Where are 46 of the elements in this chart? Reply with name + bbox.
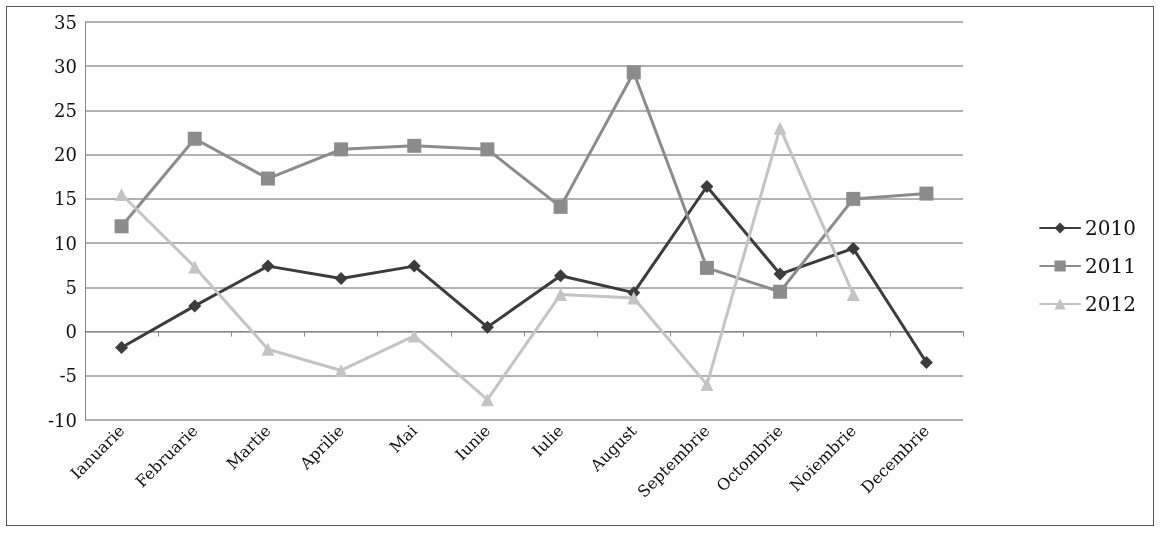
- point: [554, 269, 568, 283]
- point: [480, 393, 494, 407]
- y-tick-label: 5: [65, 276, 77, 298]
- y-tick-label: 30: [54, 55, 77, 77]
- point: [773, 121, 787, 135]
- point: [773, 267, 787, 281]
- point: [700, 378, 714, 392]
- point: [334, 271, 348, 285]
- y-tick-label: 10: [54, 232, 77, 254]
- y-tick-label: 25: [54, 99, 77, 121]
- point: [260, 171, 275, 186]
- y-tick-label: 0: [65, 321, 77, 343]
- point: [114, 219, 129, 234]
- point: [407, 329, 421, 343]
- point: [553, 199, 568, 214]
- y-tick-label: -5: [59, 365, 77, 387]
- point: [700, 180, 714, 194]
- legend-label: 2010: [1085, 216, 1137, 240]
- y-tick-label: 15: [54, 188, 77, 210]
- point: [846, 191, 861, 206]
- legend-label: 2011: [1085, 254, 1137, 278]
- point: [480, 320, 494, 334]
- point: [334, 142, 349, 157]
- point: [188, 299, 202, 313]
- point: [554, 287, 568, 301]
- y-tick-label: 35: [54, 11, 77, 33]
- legend-label: 2012: [1085, 292, 1137, 316]
- point: [261, 259, 275, 273]
- point: [480, 142, 495, 157]
- point: [187, 131, 202, 146]
- point: [261, 342, 275, 356]
- point: [334, 363, 348, 377]
- point: [115, 340, 129, 354]
- point: [846, 287, 860, 301]
- point: [627, 291, 641, 305]
- point: [407, 138, 422, 153]
- point: [188, 260, 202, 274]
- point: [407, 259, 421, 273]
- y-tick-label: -10: [48, 409, 77, 431]
- point: [699, 260, 714, 275]
- point: [626, 65, 641, 80]
- point: [919, 356, 933, 370]
- point: [919, 186, 934, 201]
- point: [846, 241, 860, 255]
- y-tick-label: 20: [54, 144, 77, 166]
- point: [773, 284, 788, 299]
